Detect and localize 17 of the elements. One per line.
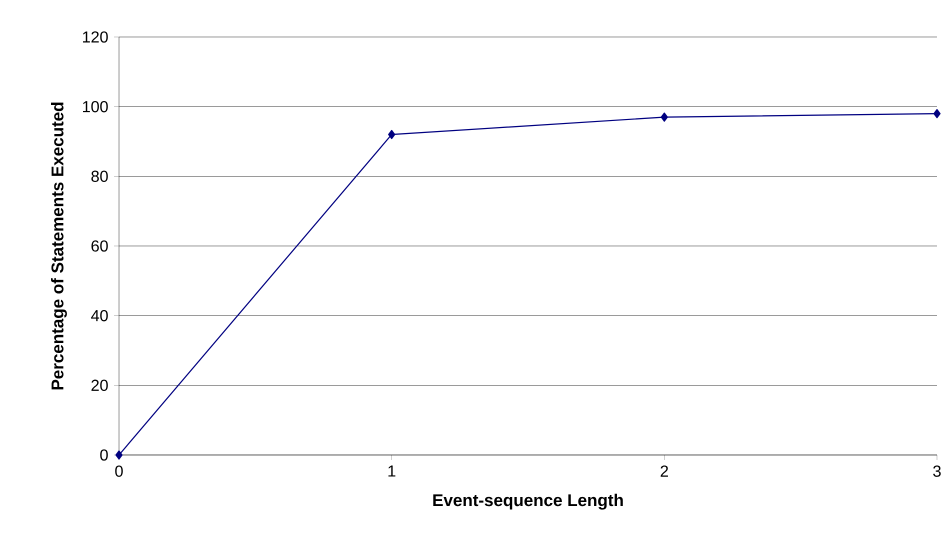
- point: [933, 109, 941, 118]
- x-tick-label: 0: [115, 466, 123, 477]
- y-axis-title: Percentage of Statements Executed: [51, 102, 67, 390]
- y-tick-label: 80: [91, 170, 108, 182]
- point: [660, 112, 668, 122]
- x-tick-label: 2: [660, 466, 668, 477]
- y-tick-label: 60: [92, 240, 108, 252]
- point: [115, 450, 123, 460]
- y-tick-label: 20: [91, 380, 108, 391]
- x-tick-label: 3: [933, 466, 941, 477]
- y-tick-label: 40: [91, 310, 108, 322]
- y-tick-label: 0: [100, 449, 108, 461]
- x-axis-title: Event-sequence Length: [433, 494, 623, 510]
- y-tick-label: 120: [83, 31, 108, 43]
- x-tick-label: 1: [388, 466, 396, 477]
- y-tick-label: 100: [83, 101, 108, 112]
- point: [388, 130, 396, 140]
